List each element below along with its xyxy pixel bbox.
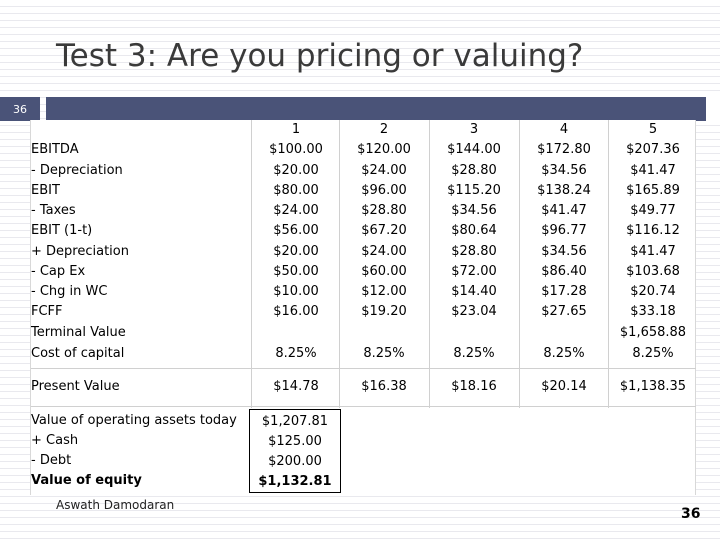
row-label-value-of-equity: Value of equity [31, 473, 142, 488]
valuation-table: 1 2 3 4 5 EBITDA $100.00 $120.00 $144.00… [30, 120, 696, 495]
row-label-ebit-after-tax: EBIT (1-t) [31, 223, 93, 238]
table-cell: $60.00 [361, 264, 407, 279]
year-header: 5 [648, 122, 658, 137]
table-cell: $172.80 [537, 142, 591, 157]
column-divider [339, 120, 340, 408]
column-divider [251, 120, 252, 408]
row-label-cost-of-capital: Cost of capital [31, 346, 125, 361]
page-number: 36 [681, 506, 701, 522]
row-label-present-value: Present Value [31, 379, 120, 394]
table-cell: $14.40 [451, 284, 497, 299]
table-cell: $34.56 [541, 244, 587, 259]
table-cell: $17.28 [541, 284, 587, 299]
table-cell: $20.14 [541, 379, 587, 394]
author-name: Aswath Damodaran [56, 498, 175, 512]
table-cell: $138.24 [537, 183, 591, 198]
row-label-ebit: EBIT [31, 183, 60, 198]
table-cell: $28.80 [361, 203, 407, 218]
table-cell: $14.78 [273, 379, 319, 394]
row-label-terminal-value: Terminal Value [31, 325, 126, 340]
valuation-box: $1,207.81 $125.00 $200.00 $1,132.81 [249, 409, 341, 493]
table-cell: $24.00 [361, 244, 407, 259]
row-label-chg-wc: - Chg in WC [31, 284, 108, 299]
table-cell: $16.00 [273, 304, 319, 319]
table-cell: 8.25% [453, 346, 495, 361]
table-cell: $34.56 [451, 203, 497, 218]
table-cell: $20.74 [630, 284, 676, 299]
table-cell: $50.00 [273, 264, 319, 279]
row-label-taxes: - Taxes [31, 203, 76, 218]
table-cell: $100.00 [269, 142, 323, 157]
table-cell: $116.12 [626, 223, 680, 238]
table-cell: $24.00 [361, 163, 407, 178]
table-cell: $207.36 [626, 142, 680, 157]
table-cell: $18.16 [451, 379, 497, 394]
table-cell: $28.80 [451, 163, 497, 178]
column-divider [519, 120, 520, 408]
table-cell: $96.00 [361, 183, 407, 198]
table-cell: $103.68 [626, 264, 680, 279]
debt-value: $200.00 [268, 454, 322, 469]
year-header: 1 [291, 122, 301, 137]
table-cell: $16.38 [361, 379, 407, 394]
table-cell: $41.47 [630, 244, 676, 259]
table-cell: $49.77 [630, 203, 676, 218]
table-cell: $33.18 [630, 304, 676, 319]
table-cell: $80.64 [451, 223, 497, 238]
cash-value: $125.00 [268, 434, 322, 449]
year-header: 4 [559, 122, 569, 137]
operating-assets-value: $1,207.81 [261, 414, 329, 429]
slide-title: Test 3: Are you pricing or valuing? [56, 38, 584, 74]
table-cell: $20.00 [273, 163, 319, 178]
row-label-plus-depreciation: + Depreciation [31, 244, 129, 259]
table-cell: $72.00 [451, 264, 497, 279]
column-divider [429, 120, 430, 408]
table-cell: $96.77 [541, 223, 587, 238]
table-cell: $41.47 [630, 163, 676, 178]
equity-value: $1,132.81 [258, 474, 332, 489]
table-cell: $115.20 [447, 183, 501, 198]
table-cell: $1,658.88 [619, 325, 687, 340]
table-cell: $20.00 [273, 244, 319, 259]
table-cell: $27.65 [541, 304, 587, 319]
table-cell: 8.25% [632, 346, 674, 361]
table-cell: $23.04 [451, 304, 497, 319]
table-cell: $165.89 [626, 183, 680, 198]
table-cell: $41.47 [541, 203, 587, 218]
table-cell: $80.00 [273, 183, 319, 198]
row-divider [31, 368, 696, 369]
table-cell: $24.00 [273, 203, 319, 218]
table-cell: $34.56 [541, 163, 587, 178]
table-cell: $1,138.35 [619, 379, 687, 394]
year-header: 3 [469, 122, 479, 137]
slide-number-tab: 36 [0, 97, 40, 121]
table-cell: $10.00 [273, 284, 319, 299]
table-cell: 8.25% [543, 346, 585, 361]
row-label-ebitda: EBITDA [31, 142, 79, 157]
column-divider [608, 120, 609, 408]
table-cell: 8.25% [275, 346, 317, 361]
table-cell: $86.40 [541, 264, 587, 279]
table-cell: $56.00 [273, 223, 319, 238]
header-band [46, 97, 720, 121]
table-cell: $67.20 [361, 223, 407, 238]
row-label-operating-assets: Value of operating assets today [31, 413, 237, 428]
table-cell: $144.00 [447, 142, 501, 157]
row-divider [31, 406, 696, 407]
row-label-cap-ex: - Cap Ex [31, 264, 86, 279]
table-cell: $28.80 [451, 244, 497, 259]
row-label-fcff: FCFF [31, 304, 63, 319]
table-cell: $19.20 [361, 304, 407, 319]
table-cell: 8.25% [363, 346, 405, 361]
row-label-cash: + Cash [31, 433, 79, 448]
row-label-depreciation: - Depreciation [31, 163, 123, 178]
year-header: 2 [379, 122, 389, 137]
table-cell: $120.00 [357, 142, 411, 157]
table-cell: $12.00 [361, 284, 407, 299]
row-label-debt: - Debt [31, 453, 72, 468]
